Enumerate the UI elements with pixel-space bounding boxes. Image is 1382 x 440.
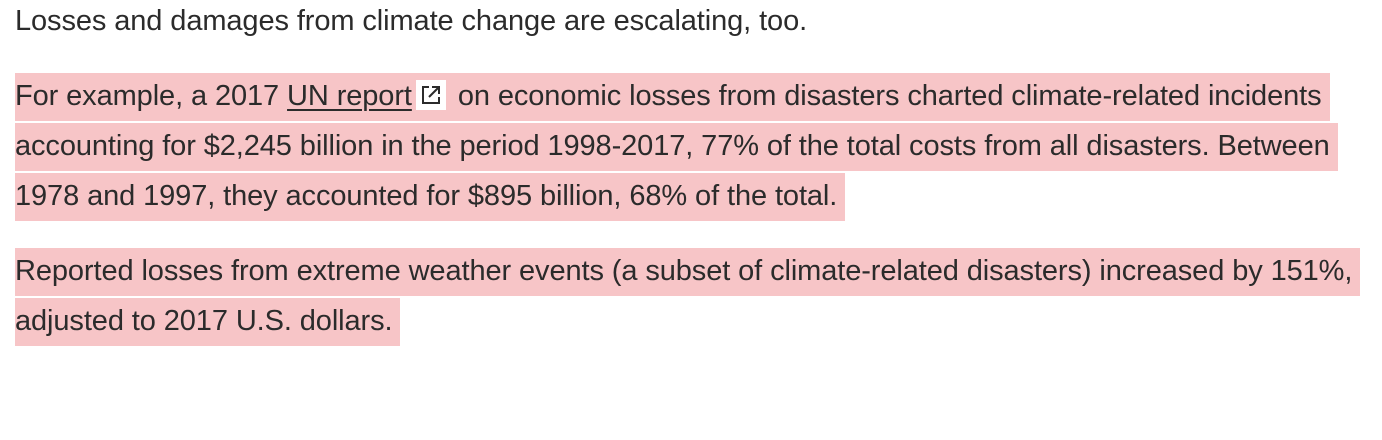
paragraph-intro: Losses and damages from climate change a… [15, 5, 808, 37]
highlighted-text: For example, a 2017 UN report on economi… [15, 73, 1338, 221]
text-after-link: on economic losses from disasters charte… [15, 80, 1330, 212]
highlighted-text: Reported losses from extreme weather eve… [15, 248, 1361, 346]
un-report-link[interactable]: UN report [287, 80, 412, 112]
paragraph-un-report: For example, a 2017 UN report on economi… [15, 71, 1338, 221]
external-link-icon[interactable] [415, 80, 446, 111]
paragraph-extreme-weather: Reported losses from extreme weather eve… [15, 246, 1375, 346]
text-before-link: For example, a 2017 [15, 80, 288, 112]
